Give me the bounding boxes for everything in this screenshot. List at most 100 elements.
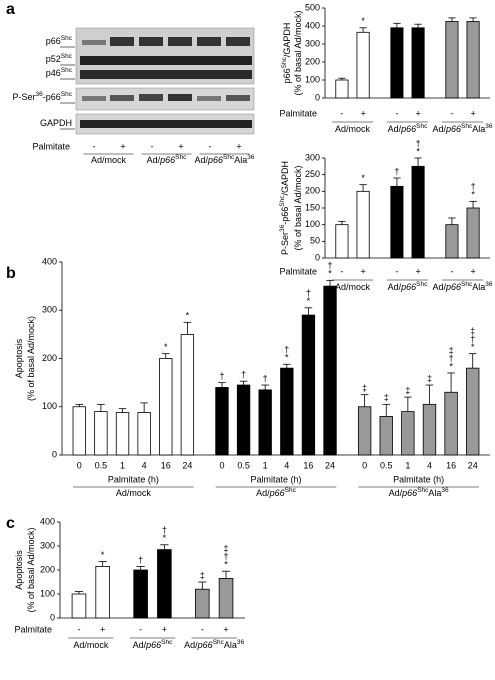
text-part: Ad/ — [433, 124, 447, 134]
blot-label: p66Shc — [46, 35, 73, 46]
x-tick-label: 16 — [303, 460, 313, 470]
x-tick-label: - — [450, 108, 453, 118]
blot-image — [75, 27, 255, 135]
text-part: 36 — [36, 91, 44, 98]
bar — [422, 403, 437, 456]
x-tick-label: - — [450, 266, 453, 276]
bar — [390, 27, 404, 99]
x-tick-label: 4 — [142, 460, 147, 470]
y-tick-label: 400 — [42, 256, 57, 266]
text-part: -p66 — [43, 92, 61, 102]
x-tick-label: - — [139, 624, 142, 634]
y-tick-label: 100 — [305, 219, 320, 229]
x-tick-label: + — [415, 266, 420, 276]
text-part: p66 — [145, 640, 161, 650]
text-part: Shc — [461, 123, 473, 130]
annotation: † — [449, 353, 454, 363]
text-part: GAPDH — [40, 118, 72, 128]
group-label: Ad/mock — [335, 124, 371, 134]
annotation: * — [285, 353, 289, 363]
annotation: ‡ — [449, 345, 454, 355]
bar — [466, 207, 480, 259]
text-part: Shc — [285, 487, 297, 494]
text-part: Shc — [61, 67, 73, 74]
panel-label: c — [6, 515, 15, 532]
lane-label: + — [120, 141, 125, 151]
annotation: * — [471, 190, 475, 200]
x-tick-label: 0 — [219, 460, 224, 470]
bar — [72, 406, 86, 456]
text-part: Ala — [472, 124, 485, 134]
annotation: † — [306, 288, 311, 298]
group-label: Ad/mock — [91, 155, 127, 165]
y-tick-label: 500 — [305, 2, 320, 12]
text-part: Ad/mock — [116, 488, 152, 498]
group-label: Ad/mock — [73, 640, 109, 650]
row-label: Palmitate — [279, 266, 317, 276]
annotation: * — [307, 296, 311, 306]
panel-label: b — [6, 265, 16, 282]
group-label: Ad/p66ShcAla36 — [195, 154, 255, 165]
x-tick-label: + — [415, 108, 420, 118]
blot-label: P-Ser36-p66Shc — [13, 91, 73, 102]
text-part: Shc — [281, 56, 288, 68]
text-part: (% of basal Ad/mock) — [293, 10, 303, 95]
bar — [301, 314, 316, 456]
bar — [137, 412, 151, 456]
bar — [379, 415, 393, 456]
text-part: Shc — [416, 281, 428, 288]
x-tick-label: - — [340, 266, 343, 276]
text-part: Shc — [461, 281, 473, 288]
y-tick-label: 300 — [305, 38, 320, 48]
y-axis-label: Apoptosis — [14, 550, 24, 590]
bar — [71, 593, 87, 619]
y-tick-label: 100 — [40, 588, 55, 598]
x-tick-label: + — [162, 624, 167, 634]
annotation: † — [284, 345, 289, 355]
text-part: Ad/mock — [73, 640, 109, 650]
x-tick-label: + — [100, 624, 105, 634]
text-part: p66 — [269, 488, 285, 498]
blot-label: GAPDH — [40, 118, 72, 128]
text-part: p66 — [197, 640, 213, 650]
text-part: p66 — [46, 36, 61, 46]
text-part: Shc — [213, 639, 225, 646]
x-tick-label: 16 — [446, 460, 456, 470]
panel-label: a — [6, 1, 15, 18]
x-tick-label: - — [340, 108, 343, 118]
annotation: * — [163, 533, 167, 543]
text-part: Shc — [279, 195, 286, 207]
text-part: Shc — [417, 487, 429, 494]
x-tick-label: 0.5 — [95, 460, 108, 470]
lane-label: - — [209, 141, 212, 151]
bar — [323, 285, 337, 456]
text-part: 36 — [279, 224, 286, 232]
bar — [390, 185, 404, 259]
text-part: Ad/ — [256, 488, 270, 498]
bar — [401, 411, 415, 456]
bar — [356, 190, 370, 259]
x-tick-label: 16 — [161, 460, 171, 470]
bar — [335, 79, 349, 99]
text-part: Ad/mock — [335, 282, 371, 292]
annotation: † — [328, 261, 333, 271]
x-tick-label: 0 — [362, 460, 367, 470]
bar — [215, 387, 229, 456]
annotation: * — [101, 550, 105, 560]
text-part: p66 — [445, 124, 461, 134]
y-tick-label: 400 — [40, 516, 55, 526]
text-part: p66 — [207, 155, 223, 165]
annotation: * — [361, 173, 365, 183]
text-part: 36 — [485, 281, 493, 288]
x-tick-label: - — [201, 624, 204, 634]
text-part: p66 — [445, 282, 461, 292]
y-tick-label: 0 — [315, 252, 320, 262]
text-part: Ala — [234, 155, 247, 165]
bar — [445, 224, 459, 259]
annotation: * — [328, 269, 332, 279]
annotation: † — [394, 166, 399, 176]
annotation: * — [224, 560, 228, 570]
bar — [335, 224, 349, 259]
